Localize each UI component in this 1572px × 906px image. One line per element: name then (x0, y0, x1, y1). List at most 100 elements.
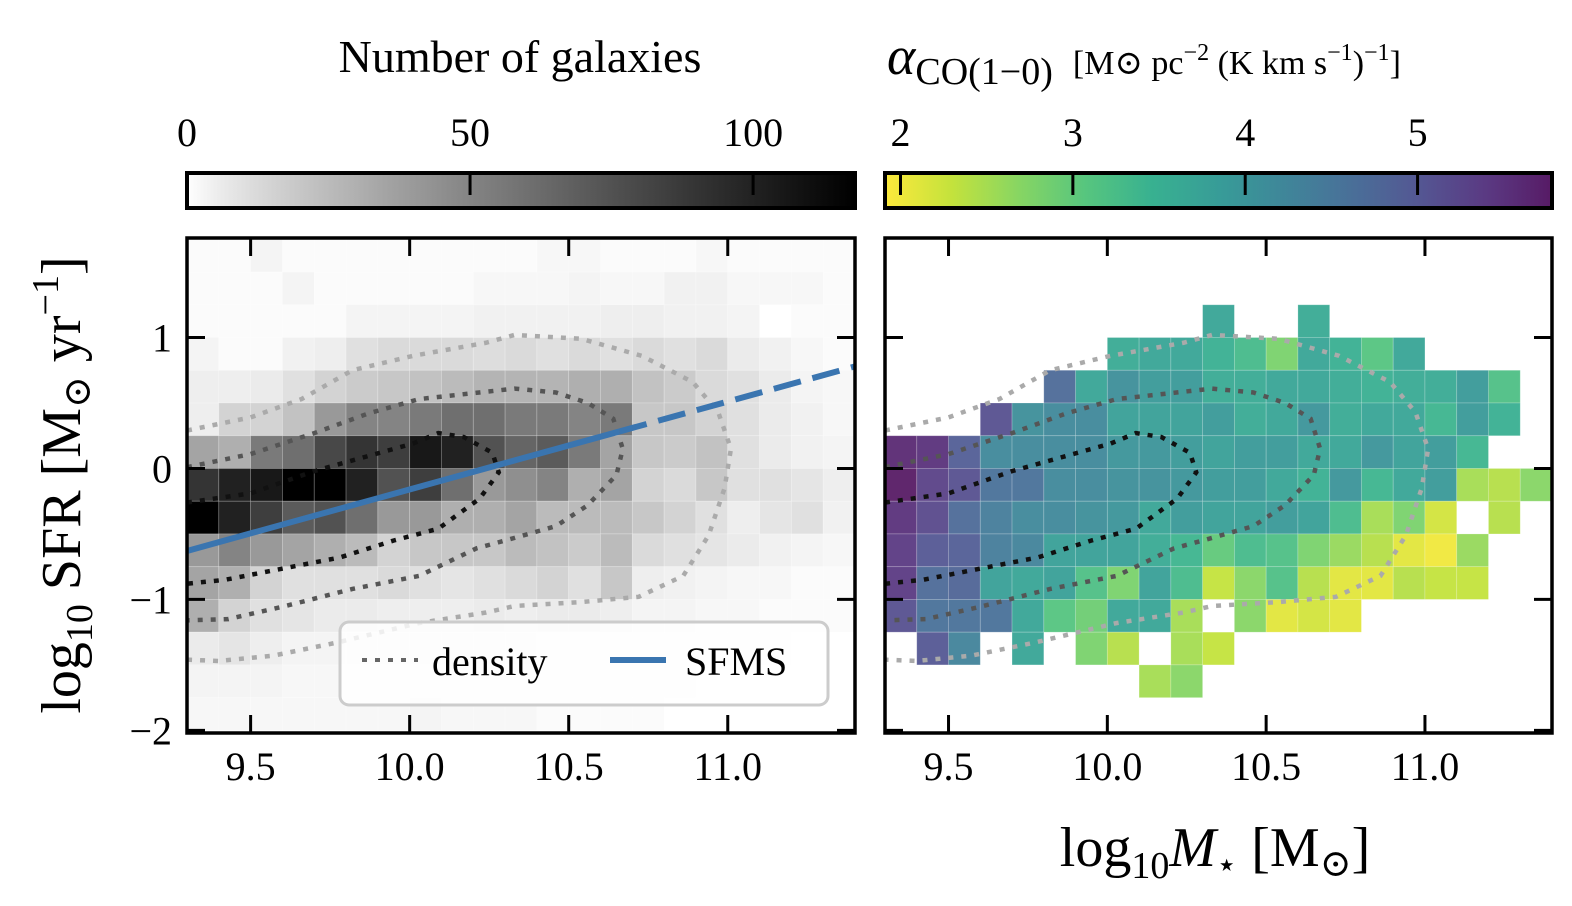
heatmap-cell (377, 500, 411, 535)
heatmap-cell (1043, 369, 1076, 404)
y-tick-label: 1 (152, 316, 172, 361)
colorbar-tick-label: 4 (1235, 110, 1255, 155)
heatmap-cell (377, 435, 411, 469)
heatmap-cell (1170, 402, 1204, 437)
heatmap-cell (759, 566, 792, 600)
heatmap-cell (1329, 435, 1362, 469)
heatmap-cell (1488, 369, 1521, 404)
heatmap-cell (218, 337, 252, 371)
heatmap-cell (631, 238, 665, 273)
heatmap-cell (1106, 631, 1140, 666)
heatmap-cell (472, 337, 506, 371)
heatmap-cell (1170, 631, 1204, 666)
heatmap-cell (600, 238, 633, 273)
heatmap-cell (822, 500, 855, 535)
heatmap-cell (979, 566, 1013, 600)
heatmap-cell (631, 566, 665, 600)
heatmap-cell (822, 697, 855, 731)
heatmap-cell (377, 304, 411, 338)
heatmap-cell (759, 238, 792, 273)
heatmap-cell (1297, 435, 1331, 469)
heatmap-cell (1488, 500, 1521, 535)
heatmap-cell (218, 402, 252, 437)
heatmap-cell (1170, 369, 1204, 404)
heatmap-cell (568, 566, 601, 600)
heatmap-cell (1170, 566, 1204, 600)
heatmap-cell (1424, 402, 1458, 437)
heatmap-cell (695, 238, 729, 273)
heatmap-cell (1361, 468, 1394, 502)
heatmap-cell (1106, 402, 1140, 437)
heatmap-cell (345, 304, 379, 338)
heatmap-cell (1361, 337, 1394, 371)
heatmap-cell (504, 402, 538, 437)
heatmap-cell (504, 468, 538, 502)
legend-box (338, 620, 830, 707)
heatmap-cell (1361, 435, 1394, 469)
heatmap-cell (695, 566, 729, 600)
heatmap-cell (631, 271, 665, 306)
heatmap-cell (1297, 369, 1331, 404)
heatmap-cell (568, 304, 601, 338)
heatmap-cell (631, 369, 665, 404)
heatmap-cell (282, 566, 315, 600)
heatmap-cell (250, 631, 283, 666)
heatmap-cell (1075, 402, 1108, 437)
left-colorbar-title: Number of galaxies (339, 31, 702, 82)
heatmap-cell (1138, 566, 1172, 600)
heatmap-cell (1424, 566, 1458, 600)
heatmap-cell (1170, 533, 1204, 568)
heatmap-cell (1138, 402, 1172, 437)
heatmap-cell (885, 533, 918, 568)
heatmap-cell (409, 566, 442, 600)
heatmap-cell (822, 271, 855, 306)
heatmap-cell (187, 238, 220, 273)
heatmap-cell (282, 599, 315, 633)
heatmap-cell (600, 369, 633, 404)
heatmap-cell (1011, 566, 1045, 600)
heatmap-cell (377, 402, 411, 437)
heatmap-cell (441, 402, 474, 437)
heatmap-cell (313, 402, 347, 437)
left-colorbar (185, 171, 857, 210)
heatmap-cell (1456, 468, 1489, 502)
heatmap-cell (441, 238, 474, 273)
heatmap-cell (282, 533, 315, 568)
heatmap-cell (1011, 468, 1045, 502)
heatmap-cell (948, 631, 981, 666)
heatmap-cell (1233, 599, 1267, 633)
heatmap-cell (377, 271, 411, 306)
heatmap-cell (600, 468, 633, 502)
heatmap-cell (916, 566, 949, 600)
x-tick-label: 9.5 (226, 744, 276, 789)
heatmap-cell (1170, 664, 1204, 699)
legend-density-label: density (432, 639, 548, 684)
heatmap-cell (1456, 402, 1489, 437)
heatmap-cell (504, 369, 538, 404)
heatmap-cell (759, 271, 792, 306)
heatmap-cell (1170, 500, 1204, 535)
heatmap-cell (1361, 500, 1394, 535)
heatmap-cell (759, 468, 792, 502)
heatmap-cell (1106, 337, 1140, 371)
x-tick-label: 10.0 (1072, 744, 1142, 789)
heatmap-cell (663, 500, 697, 535)
x-tick-label: 10.5 (534, 744, 604, 789)
heatmap-cell (822, 468, 855, 502)
heatmap-cell (1106, 500, 1140, 535)
right-contours (885, 332, 1431, 664)
heatmap-cell (472, 533, 506, 568)
heatmap-cell (727, 468, 760, 502)
heatmap-cell (282, 402, 315, 437)
heatmap-cell (377, 566, 411, 600)
heatmap-cell (409, 238, 442, 273)
heatmap-cell (472, 304, 506, 338)
heatmap-cell (663, 304, 697, 338)
heatmap-cell (536, 238, 570, 273)
heatmap-cell (916, 468, 949, 502)
heatmap-cell (1043, 533, 1076, 568)
heatmap-cell (441, 435, 474, 469)
heatmap-cell (727, 435, 760, 469)
heatmap-cell (1297, 468, 1331, 502)
heatmap-cell (250, 369, 283, 404)
